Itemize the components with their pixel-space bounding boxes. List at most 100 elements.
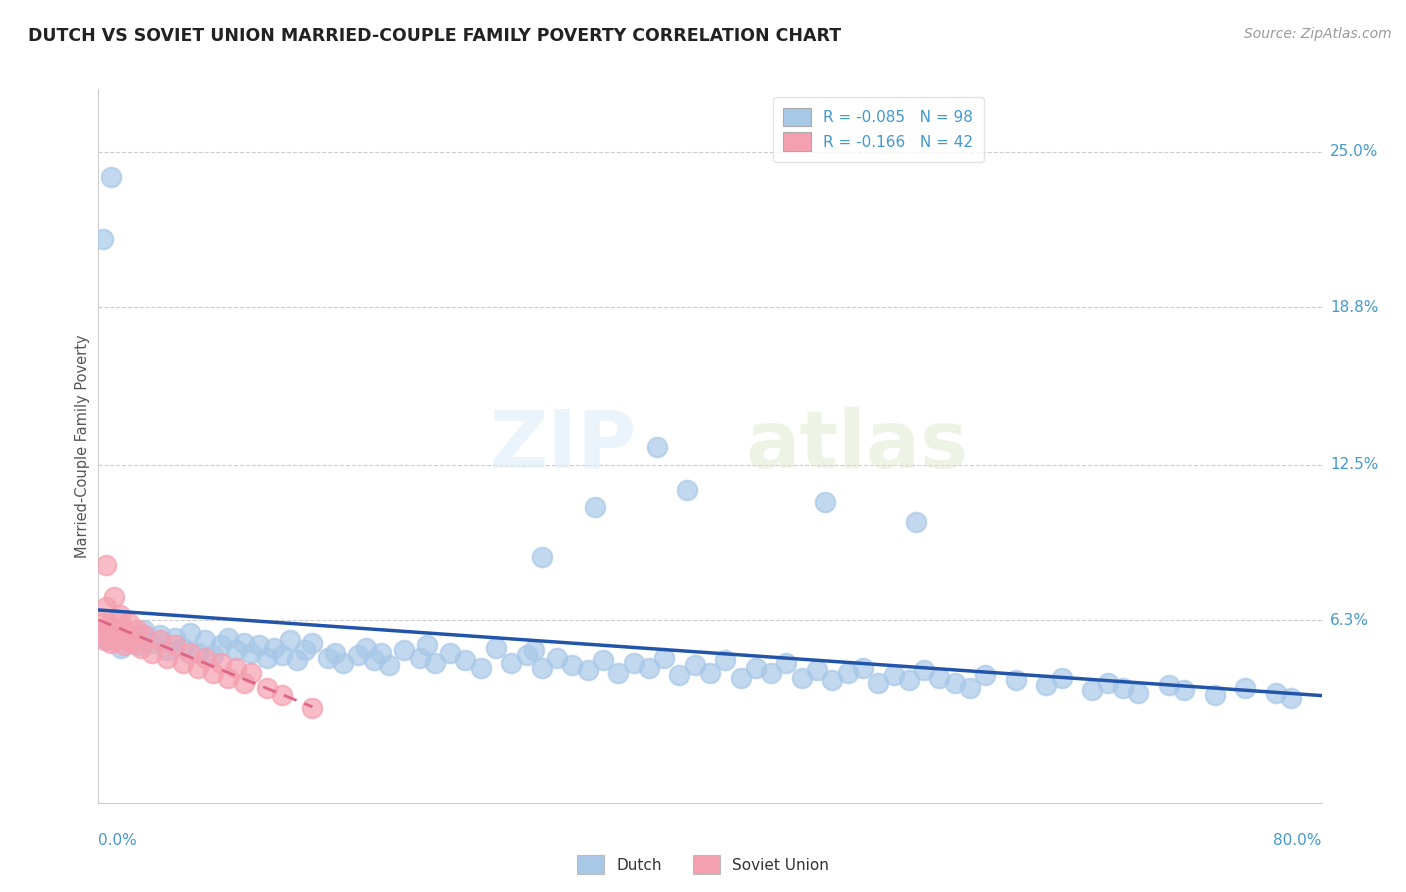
- Point: [392, 643, 416, 657]
- Point: [263, 640, 285, 655]
- Y-axis label: Married-Couple Family Poverty: Married-Couple Family Poverty: [75, 334, 90, 558]
- Point: [439, 646, 461, 660]
- Point: [209, 638, 232, 652]
- Point: [104, 633, 127, 648]
- Point: [1279, 690, 1302, 705]
- Point: [470, 660, 492, 674]
- Point: [240, 665, 263, 680]
- Point: [1264, 685, 1286, 699]
- Point: [454, 653, 477, 667]
- Point: [897, 673, 920, 687]
- Point: [928, 671, 950, 685]
- Point: [423, 656, 446, 670]
- Point: [883, 668, 905, 682]
- Point: [163, 631, 186, 645]
- Point: [217, 631, 239, 645]
- Point: [1004, 673, 1026, 687]
- Point: [129, 640, 152, 655]
- Point: [1035, 678, 1057, 692]
- Point: [301, 635, 323, 649]
- Point: [325, 646, 347, 660]
- Point: [94, 600, 117, 615]
- Point: [115, 625, 138, 640]
- Point: [270, 648, 294, 662]
- Point: [247, 638, 270, 652]
- Point: [125, 623, 148, 637]
- Point: [1173, 683, 1195, 698]
- Point: [790, 671, 813, 685]
- Text: Source: ZipAtlas.com: Source: ZipAtlas.com: [1244, 27, 1392, 41]
- Text: 0.0%: 0.0%: [98, 833, 138, 848]
- Point: [645, 440, 668, 454]
- Point: [546, 650, 568, 665]
- Point: [179, 625, 201, 640]
- Point: [112, 638, 135, 652]
- Point: [91, 232, 114, 246]
- Point: [943, 675, 966, 690]
- Point: [699, 665, 721, 680]
- Point: [530, 660, 553, 674]
- Point: [103, 628, 125, 642]
- Point: [156, 650, 179, 665]
- Point: [101, 621, 124, 635]
- Point: [194, 650, 217, 665]
- Point: [187, 646, 209, 660]
- Point: [683, 658, 706, 673]
- Point: [905, 516, 928, 530]
- Legend: Dutch, Soviet Union: Dutch, Soviet Union: [571, 849, 835, 880]
- Point: [110, 640, 132, 655]
- Point: [93, 633, 115, 648]
- Point: [974, 668, 997, 682]
- Point: [232, 635, 254, 649]
- Point: [100, 635, 122, 649]
- Point: [806, 663, 828, 677]
- Point: [814, 495, 837, 509]
- Point: [91, 615, 114, 630]
- Point: [125, 638, 148, 652]
- Point: [637, 660, 661, 674]
- Point: [141, 635, 163, 649]
- Point: [97, 623, 120, 637]
- Point: [652, 650, 675, 665]
- Point: [775, 656, 797, 670]
- Point: [105, 613, 128, 627]
- Point: [501, 656, 523, 670]
- Point: [172, 640, 194, 655]
- Point: [561, 658, 583, 673]
- Point: [111, 621, 134, 635]
- Point: [378, 658, 401, 673]
- Point: [134, 628, 156, 642]
- Point: [959, 681, 981, 695]
- Point: [117, 633, 139, 648]
- Point: [332, 656, 354, 670]
- Point: [347, 648, 370, 662]
- Point: [187, 660, 209, 674]
- Point: [118, 631, 141, 645]
- Point: [523, 643, 546, 657]
- Text: 18.8%: 18.8%: [1330, 300, 1378, 315]
- Text: 12.5%: 12.5%: [1330, 458, 1378, 472]
- Point: [516, 648, 538, 662]
- Point: [110, 631, 132, 645]
- Point: [676, 483, 699, 497]
- Point: [163, 638, 186, 652]
- Point: [149, 628, 172, 642]
- Point: [202, 665, 225, 680]
- Point: [623, 656, 645, 670]
- Point: [607, 665, 630, 680]
- Point: [256, 681, 278, 695]
- Point: [209, 656, 232, 670]
- Point: [1157, 678, 1180, 692]
- Text: DUTCH VS SOVIET UNION MARRIED-COUPLE FAMILY POVERTY CORRELATION CHART: DUTCH VS SOVIET UNION MARRIED-COUPLE FAM…: [28, 27, 841, 45]
- Point: [156, 643, 179, 657]
- Point: [107, 625, 129, 640]
- Point: [285, 653, 308, 667]
- Point: [270, 688, 294, 702]
- Text: atlas: atlas: [745, 407, 969, 485]
- Point: [225, 643, 247, 657]
- Point: [416, 638, 439, 652]
- Point: [294, 643, 316, 657]
- Point: [172, 656, 194, 670]
- Point: [90, 625, 112, 640]
- Point: [912, 663, 935, 677]
